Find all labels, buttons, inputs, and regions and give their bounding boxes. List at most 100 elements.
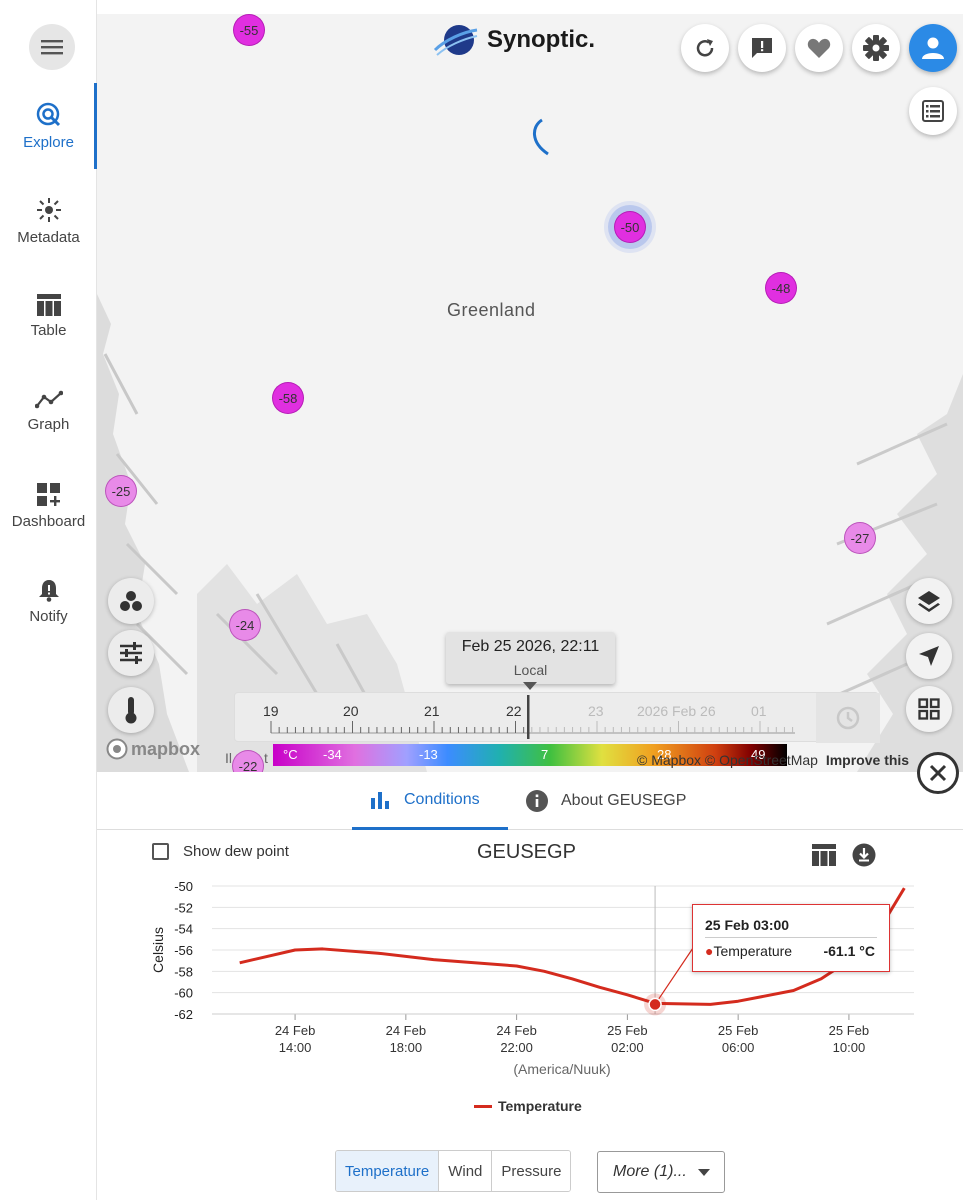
sidebar-item-label: Metadata: [17, 228, 80, 246]
tooltip-connector: [654, 947, 694, 1005]
station-marker[interactable]: -24: [229, 609, 261, 641]
improve-map-link[interactable]: Improve this: [825, 752, 910, 768]
thermometer-icon: [125, 697, 137, 724]
temperature-chart[interactable]: -50 -52 -54 -56 -58 -60 -62 24 Feb 14:00 24 Feb 1…: [97, 870, 963, 1090]
legend-hidden-label-end: t: [264, 750, 268, 766]
feedback-icon: [752, 38, 772, 58]
grid-view-button[interactable]: [906, 686, 952, 732]
sidebar-item-label: Notify: [29, 607, 68, 625]
x-tick-day: 25 Feb: [718, 1023, 758, 1038]
legend-value: 49: [751, 747, 766, 762]
x-axis-label: (America/Nuuk): [513, 1061, 610, 1077]
map-view[interactable]: Synoptic. Greenland -55 -50 -48 -58 -25 …: [97, 14, 963, 772]
y-tick-label: -60: [174, 986, 193, 1001]
station-marker[interactable]: -25: [105, 475, 137, 507]
pressure-button[interactable]: Pressure: [492, 1151, 571, 1191]
table-view-icon[interactable]: [812, 844, 836, 866]
download-icon[interactable]: [852, 843, 876, 867]
account-button[interactable]: [909, 24, 957, 72]
timeline-label: 20: [343, 703, 359, 719]
x-tick-time: 14:00: [279, 1040, 312, 1055]
wind-button[interactable]: Wind: [439, 1151, 493, 1191]
variable-button-group: Temperature Wind Pressure: [335, 1150, 572, 1192]
more-variables-select[interactable]: More (1)...: [597, 1151, 725, 1193]
sidebar-item-label: Table: [30, 321, 67, 339]
history-icon[interactable]: [835, 705, 861, 731]
heart-icon: [807, 38, 831, 58]
refresh-button[interactable]: [681, 24, 729, 72]
timeline-label: 23: [588, 703, 604, 719]
tooltip-series: ●Temperature: [705, 943, 793, 959]
dew-point-checkbox[interactable]: [152, 843, 169, 860]
x-tick-time: 18:00: [390, 1040, 423, 1055]
bell-icon: [38, 579, 59, 602]
y-tick-label: -52: [174, 900, 193, 915]
temperature-series-line[interactable]: [239, 887, 906, 1006]
timeline-label: 22: [506, 703, 522, 719]
sidebar-item-explore[interactable]: Explore: [0, 83, 97, 169]
feedback-button[interactable]: [738, 24, 786, 72]
layers-button[interactable]: [906, 578, 952, 624]
timeline-label: 21: [424, 703, 440, 719]
temperature-button[interactable]: Temperature: [336, 1151, 440, 1191]
tab-label: Conditions: [404, 790, 480, 808]
cluster-button[interactable]: [108, 578, 154, 624]
info-icon: [526, 790, 548, 812]
close-icon: [929, 764, 947, 782]
y-tick-label: -58: [174, 964, 193, 979]
sidebar-item-label: Graph: [27, 415, 70, 433]
region-label: Greenland: [447, 300, 536, 320]
x-tick-day: 24 Feb: [275, 1023, 315, 1038]
settings-button[interactable]: [852, 24, 900, 72]
attribution-text[interactable]: © Mapbox © OpenStreetMap: [637, 752, 818, 768]
explore-search-icon: [36, 102, 60, 126]
mapbox-logo-icon: [106, 738, 128, 760]
graph-icon: [34, 390, 63, 408]
x-tick-time: 22:00: [500, 1040, 533, 1055]
sidebar-item-metadata[interactable]: Metadata: [0, 178, 97, 264]
x-tick-day: 25 Feb: [607, 1023, 647, 1038]
sidebar-item-notify[interactable]: Notify: [0, 558, 97, 644]
tooltip-title: 25 Feb 03:00: [705, 917, 790, 933]
legend-unit: °C: [283, 747, 298, 762]
station-marker[interactable]: -48: [765, 272, 797, 304]
dew-point-toggle[interactable]: Show dew point: [152, 843, 289, 860]
station-marker[interactable]: -22: [232, 750, 264, 772]
tab-about-station[interactable]: About GEUSEGP: [525, 772, 686, 830]
x-tick-time: 06:00: [722, 1040, 755, 1055]
tune-icon: [120, 642, 142, 664]
variable-button[interactable]: [108, 687, 154, 733]
favorite-button[interactable]: [795, 24, 843, 72]
station-list-button[interactable]: [909, 87, 957, 135]
y-tick-label: -54: [174, 922, 193, 937]
legend-label: Temperature: [498, 1098, 582, 1114]
timeline-ticks: [270, 693, 880, 743]
loading-spinner-icon: [533, 118, 549, 156]
sidebar-item-graph[interactable]: Graph: [0, 368, 97, 454]
x-tick-day: 25 Feb: [829, 1023, 869, 1038]
y-tick-label: -62: [174, 1007, 193, 1022]
station-marker[interactable]: -55: [233, 14, 265, 46]
station-marker[interactable]: -27: [844, 522, 876, 554]
mapbox-logo: mapbox: [106, 738, 200, 760]
close-panel-button[interactable]: [917, 752, 959, 794]
synoptic-logo-icon: [433, 25, 478, 56]
tab-conditions[interactable]: Conditions: [352, 772, 508, 830]
locate-button[interactable]: [906, 633, 952, 679]
chart-legend[interactable]: Temperature: [474, 1098, 582, 1114]
timeline-slider[interactable]: 19 20 21 22 23 2026 Feb 26 01: [234, 692, 880, 743]
legend-value: 7: [541, 747, 549, 762]
tooltip-series-name: Temperature: [713, 943, 793, 959]
sidebar-item-dashboard[interactable]: Dashboard: [0, 463, 97, 549]
timeline-label: 19: [263, 703, 279, 719]
sidebar-item-table[interactable]: Table: [0, 273, 97, 359]
station-marker[interactable]: -58: [272, 382, 304, 414]
brand-name: Synoptic.: [487, 26, 596, 53]
current-datetime: Feb 25 2026, 22:11: [461, 638, 600, 655]
legend-hidden-label: Il: [225, 750, 232, 766]
menu-button[interactable]: [29, 24, 75, 70]
station-marker-selected[interactable]: -50: [614, 211, 646, 243]
filters-button[interactable]: [108, 630, 154, 676]
chart-title: GEUSEGP: [477, 841, 576, 863]
highlight-point[interactable]: [648, 997, 662, 1012]
